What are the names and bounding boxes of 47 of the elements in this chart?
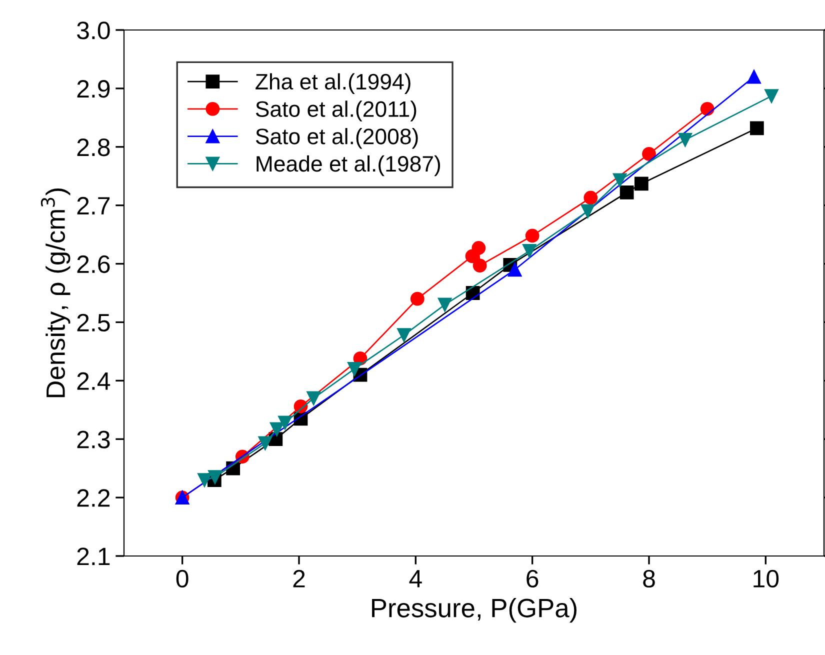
point	[198, 473, 212, 487]
point	[306, 391, 321, 406]
point	[764, 89, 778, 103]
y-tick-label: 2.9	[77, 80, 110, 98]
point	[584, 190, 598, 205]
x-tick-label: 2	[293, 570, 305, 588]
x-axis-title: Pressure, P(GPa)	[372, 598, 576, 623]
point	[410, 292, 424, 306]
x-tick-label: 10	[754, 570, 779, 588]
legend-label: Sato et al.(2008)	[256, 128, 418, 149]
point	[438, 298, 452, 312]
x-tick-label: 0	[176, 570, 188, 588]
point	[612, 173, 627, 188]
legend-label: Zha et al.(1994)	[256, 73, 410, 94]
y-tick-label: 2.5	[77, 314, 110, 332]
y-tick-label: 2.3	[77, 430, 110, 448]
point	[522, 244, 536, 258]
y-tick-label: 2.2	[77, 489, 110, 507]
y-tick-label: 2.8	[77, 138, 110, 156]
x-tick-label: 4	[409, 570, 422, 588]
point	[750, 121, 764, 136]
point	[580, 204, 595, 218]
y-tick-label: 2.4	[77, 372, 110, 390]
legend-label: Sato et al.(2011)	[256, 100, 416, 122]
y-tick-label: 2.6	[77, 255, 110, 274]
point	[678, 132, 692, 147]
point	[208, 470, 222, 484]
y-tick-label: 2.7	[77, 196, 110, 214]
point	[620, 186, 634, 200]
point	[270, 422, 284, 436]
y-tick-label: 3.0	[77, 22, 110, 40]
point	[258, 436, 272, 450]
point	[472, 241, 486, 255]
point	[508, 262, 522, 277]
point	[397, 328, 411, 342]
point	[747, 70, 761, 84]
y-axis-title: Density, ρ (g/cm$^{3}$)	[40, 188, 70, 398]
point	[472, 258, 487, 272]
legend-label: Meade et al.(1987)	[256, 155, 440, 176]
point	[278, 416, 292, 430]
point	[642, 146, 656, 161]
point	[634, 176, 648, 191]
point	[525, 228, 540, 243]
point	[347, 362, 362, 376]
x-tick-label: 8	[643, 570, 655, 588]
y-tick-label: 2.1	[77, 548, 110, 566]
x-tick-label: 6	[526, 570, 538, 588]
